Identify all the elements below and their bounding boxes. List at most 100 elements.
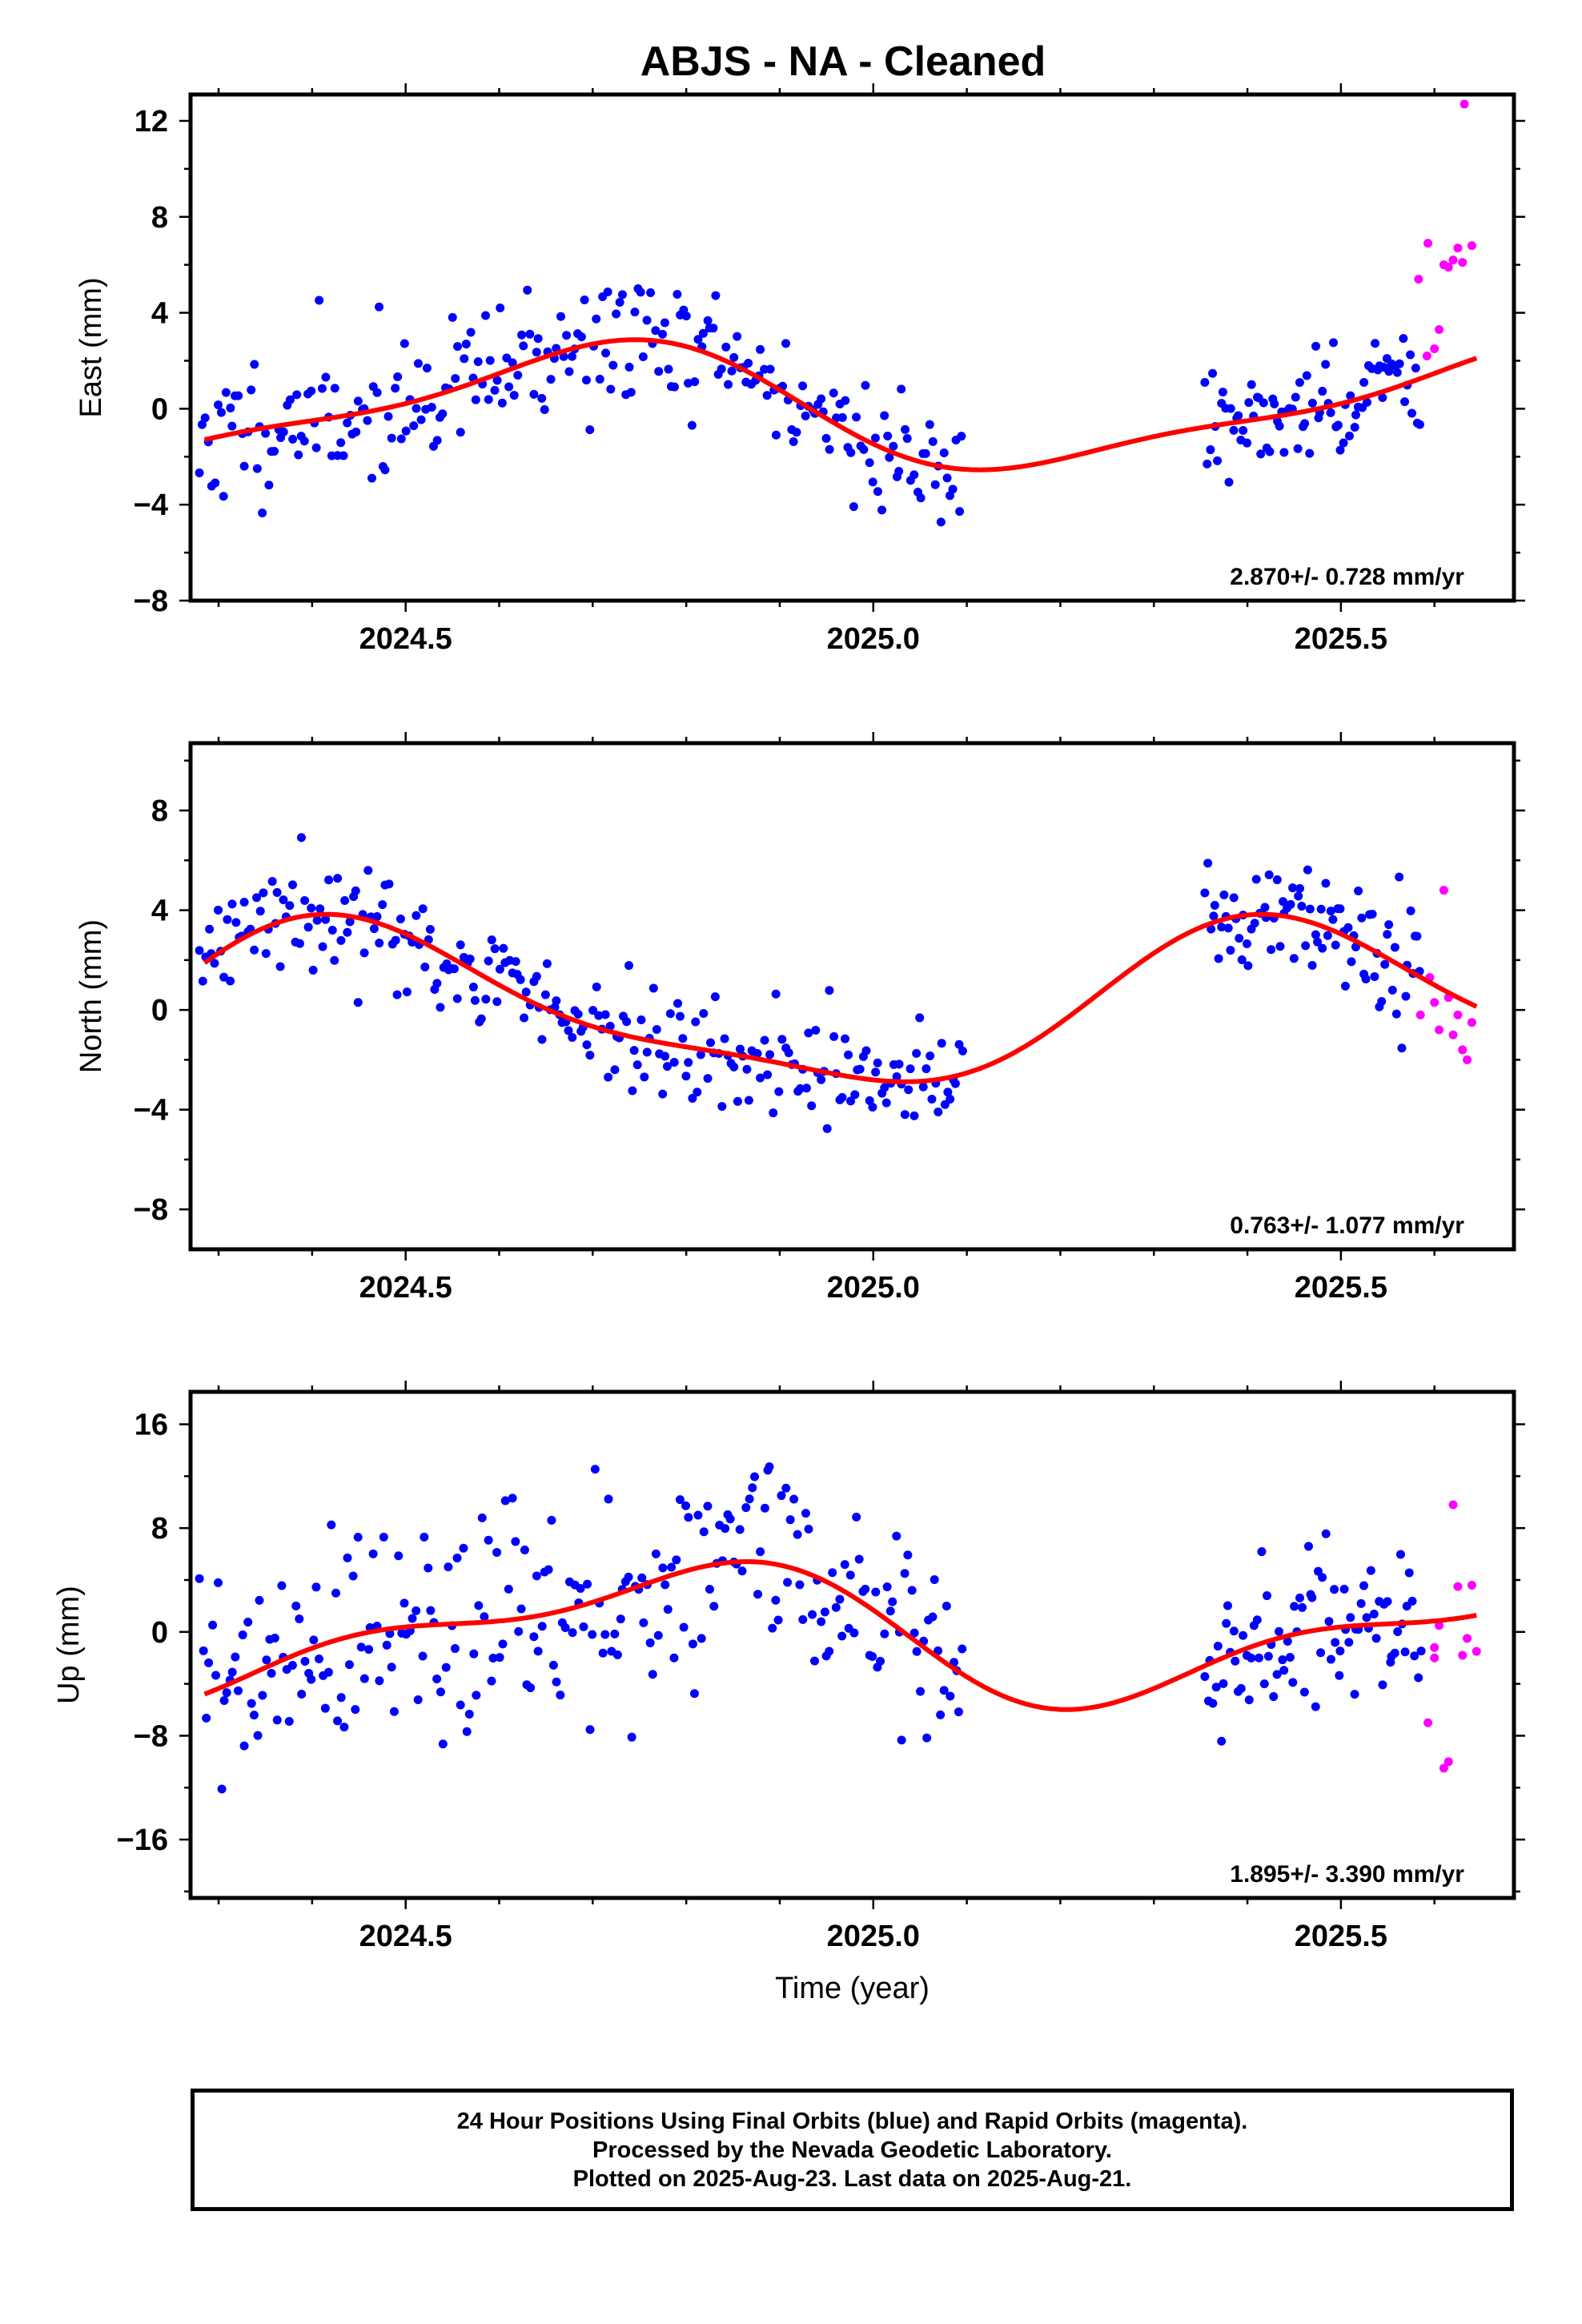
final-orbit-point (765, 1050, 775, 1059)
final-orbit-point (324, 875, 334, 885)
final-orbit-point (1362, 1613, 1371, 1622)
final-orbit-point (393, 372, 403, 382)
final-orbit-point (889, 441, 898, 451)
final-orbit-point (1243, 961, 1253, 971)
final-orbit-point (892, 1531, 901, 1541)
final-orbit-point (1209, 911, 1219, 921)
final-orbit-point (520, 1013, 529, 1023)
final-orbit-point (721, 1524, 730, 1534)
rapid-orbit-point (1463, 1634, 1472, 1643)
final-orbit-point (717, 1102, 727, 1112)
final-orbit-point (219, 972, 229, 982)
final-orbit-point (498, 1639, 508, 1649)
final-orbit-point (233, 1686, 243, 1695)
final-orbit-point (1291, 392, 1300, 402)
final-orbit-point (1333, 420, 1343, 430)
final-orbit-point (729, 1062, 739, 1072)
final-orbit-point (1359, 1581, 1369, 1590)
final-orbit-point (1279, 448, 1289, 457)
final-orbit-point (1214, 954, 1223, 963)
final-orbit-point (663, 1605, 673, 1614)
final-orbit-point (552, 1677, 561, 1687)
final-orbit-point (1288, 1678, 1298, 1687)
final-orbit-point (1251, 875, 1261, 884)
final-orbit-point (253, 1731, 263, 1740)
y-tick-label: 8 (151, 201, 168, 235)
final-orbit-point (817, 1617, 826, 1626)
final-orbit-point (573, 1009, 583, 1019)
final-orbit-point (760, 1035, 769, 1045)
final-orbit-point (1295, 378, 1304, 388)
final-orbit-point (1384, 920, 1394, 930)
model-fit-curve (203, 1559, 1477, 1712)
final-orbit-point (610, 1629, 620, 1638)
final-orbit-point (1339, 438, 1348, 448)
final-orbit-point (744, 359, 753, 368)
final-orbit-point (426, 1606, 436, 1615)
final-orbit-point (1400, 397, 1410, 407)
final-orbit-point (508, 358, 517, 368)
final-orbit-point (937, 1039, 946, 1048)
final-orbit-point (1262, 1591, 1271, 1601)
final-orbit-point (646, 288, 656, 298)
final-orbit-point (380, 465, 390, 475)
final-orbit-point (279, 427, 288, 436)
final-orbit-point (1397, 1043, 1407, 1053)
final-orbit-point (907, 1586, 917, 1595)
final-orbit-point (667, 1562, 677, 1572)
final-orbit-point (312, 915, 322, 925)
final-orbit-point (837, 1092, 847, 1102)
final-orbit-point (705, 1584, 714, 1594)
final-orbit-point (490, 944, 500, 954)
final-orbit-point (309, 1635, 319, 1645)
final-orbit-point (199, 1646, 208, 1655)
final-orbit-point (1274, 1626, 1283, 1636)
final-orbit-point (262, 1655, 271, 1665)
final-orbit-point (710, 992, 720, 1002)
final-orbit-point (197, 420, 207, 429)
final-orbit-point (353, 396, 363, 406)
final-orbit-point (703, 316, 713, 325)
final-orbit-point (473, 357, 483, 367)
final-orbit-point (315, 296, 324, 305)
final-orbit-point (921, 448, 930, 458)
final-orbit-point (383, 412, 393, 421)
final-orbit-point (636, 287, 645, 297)
final-orbit-point (1380, 959, 1390, 969)
final-orbit-point (420, 963, 430, 972)
final-orbit-point (873, 1058, 882, 1068)
final-orbit-point (640, 1072, 649, 1082)
final-orbit-point (950, 1079, 960, 1088)
final-orbit-point (340, 895, 350, 905)
y-tick-label: −8 (134, 585, 168, 618)
final-orbit-point (1351, 410, 1361, 420)
final-orbit-point (825, 444, 834, 454)
final-orbit-point (1414, 1673, 1423, 1683)
final-orbit-point (213, 1578, 223, 1587)
final-orbit-point (1401, 991, 1411, 1001)
data-points (195, 833, 1476, 1133)
final-orbit-point (1335, 1647, 1345, 1656)
final-orbit-point (216, 408, 226, 417)
final-orbit-point (307, 1675, 316, 1684)
final-orbit-point (691, 1017, 701, 1027)
final-orbit-point (894, 467, 904, 476)
final-orbit-point (604, 1072, 613, 1082)
final-orbit-point (300, 896, 310, 906)
final-orbit-point (239, 1741, 249, 1751)
final-orbit-point (654, 367, 664, 376)
final-orbit-point (231, 918, 241, 927)
final-orbit-point (1404, 1568, 1414, 1578)
final-orbit-point (576, 332, 586, 342)
rapid-orbit-point (1443, 1757, 1453, 1767)
final-orbit-point (912, 1048, 921, 1058)
final-orbit-point (661, 1580, 670, 1590)
final-orbit-point (820, 1607, 829, 1617)
final-orbit-point (681, 1501, 691, 1510)
final-orbit-point (934, 1107, 943, 1116)
final-orbit-point (239, 898, 249, 907)
final-orbit-point (1299, 1687, 1309, 1697)
final-orbit-point (771, 989, 781, 999)
final-orbit-point (267, 1669, 276, 1679)
final-orbit-point (849, 1628, 859, 1638)
